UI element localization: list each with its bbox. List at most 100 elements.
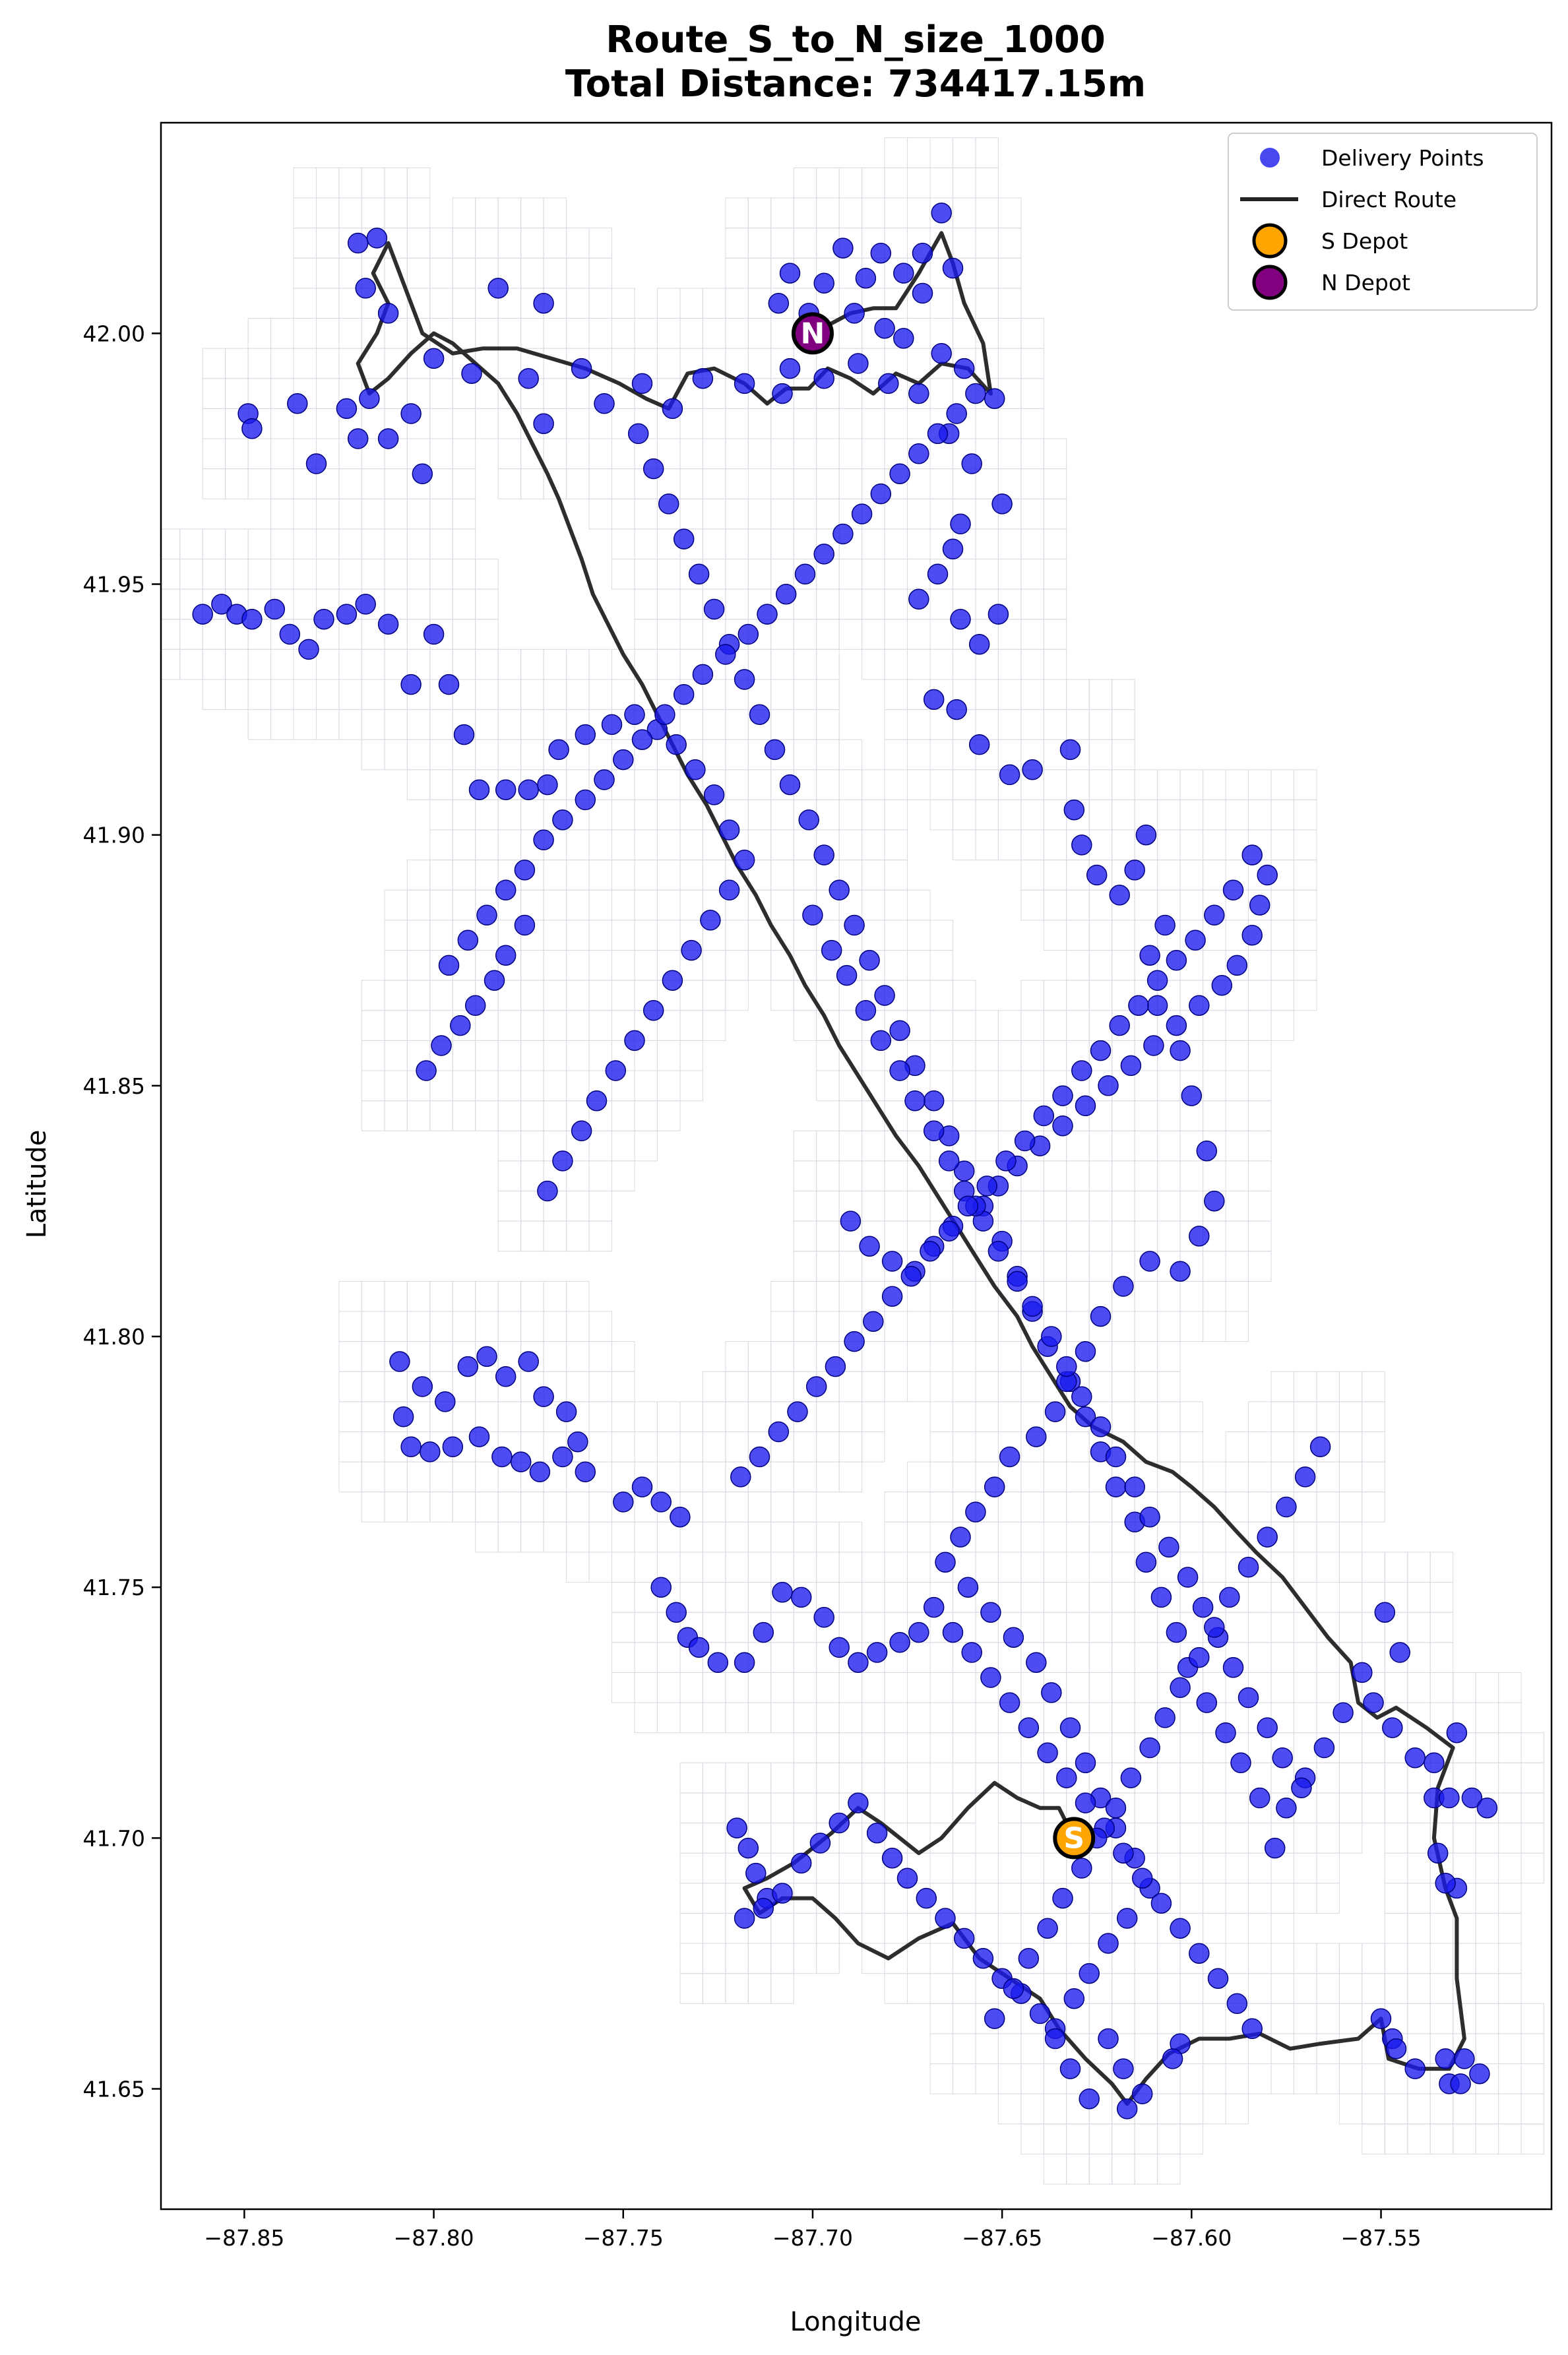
delivery-point bbox=[1170, 1918, 1191, 1939]
delivery-point bbox=[734, 1908, 755, 1929]
delivery-point bbox=[484, 970, 505, 991]
delivery-point bbox=[836, 964, 858, 986]
street-block bbox=[1043, 1552, 1067, 1583]
delivery-point bbox=[734, 669, 755, 690]
delivery-point bbox=[631, 1476, 653, 1497]
street-block bbox=[497, 1521, 522, 1553]
delivery-point bbox=[1170, 1677, 1191, 1699]
delivery-point bbox=[1211, 975, 1233, 996]
street-block bbox=[612, 288, 635, 319]
delivery-point bbox=[1135, 1552, 1157, 1573]
delivery-point bbox=[851, 503, 873, 524]
delivery-point bbox=[916, 1887, 937, 1909]
street-block bbox=[862, 769, 885, 800]
delivery-point bbox=[1222, 879, 1244, 901]
delivery-point bbox=[1166, 1015, 1187, 1036]
delivery-point bbox=[772, 383, 793, 404]
street-block bbox=[612, 1160, 635, 1192]
delivery-point bbox=[643, 458, 664, 480]
s-depot-marker bbox=[1053, 1817, 1096, 1860]
delivery-point bbox=[912, 282, 933, 304]
delivery-point bbox=[1041, 1682, 1062, 1703]
street-block bbox=[1247, 1401, 1272, 1432]
street-block bbox=[588, 1220, 613, 1252]
delivery-point bbox=[533, 829, 554, 851]
delivery-point bbox=[779, 774, 801, 796]
delivery-point bbox=[1086, 864, 1108, 886]
street-block bbox=[338, 1431, 362, 1462]
delivery-point bbox=[685, 759, 706, 780]
delivery-point bbox=[438, 674, 460, 695]
delivery-point bbox=[1257, 1717, 1278, 1738]
delivery-point bbox=[1476, 1797, 1498, 1819]
delivery-point bbox=[1014, 1130, 1036, 1152]
delivery-point bbox=[1276, 1797, 1297, 1819]
delivery-point bbox=[813, 368, 834, 389]
delivery-point bbox=[1124, 1476, 1145, 1497]
street-block bbox=[929, 1341, 953, 1372]
delivery-point bbox=[923, 1120, 945, 1142]
street-block bbox=[929, 2033, 953, 2065]
delivery-point bbox=[829, 1812, 850, 1834]
delivery-point bbox=[450, 1015, 471, 1036]
delivery-point bbox=[715, 644, 736, 665]
y-tick-label: 41.70 bbox=[83, 1825, 145, 1851]
delivery-point bbox=[1139, 1737, 1160, 1759]
delivery-point bbox=[753, 1898, 774, 1919]
street-block bbox=[1247, 1220, 1272, 1252]
y-tick-label: 41.80 bbox=[83, 1324, 145, 1350]
delivery-point bbox=[734, 1652, 755, 1673]
street-block bbox=[475, 1100, 499, 1131]
street-block bbox=[612, 468, 635, 499]
street-block bbox=[793, 1010, 817, 1041]
delivery-point bbox=[787, 1401, 808, 1422]
delivery-point bbox=[1018, 1717, 1040, 1738]
y-tick-label: 41.95 bbox=[83, 572, 145, 598]
delivery-point bbox=[1204, 904, 1225, 926]
delivery-point bbox=[1204, 1190, 1225, 1212]
street-block bbox=[929, 468, 953, 499]
delivery-point bbox=[991, 493, 1013, 515]
delivery-point bbox=[813, 1607, 834, 1628]
delivery-point bbox=[768, 1421, 790, 1443]
delivery-point bbox=[1404, 2058, 1426, 2079]
delivery-point bbox=[464, 995, 486, 1016]
delivery-point bbox=[1007, 1271, 1028, 1292]
delivery-point bbox=[1439, 1787, 1460, 1809]
delivery-point bbox=[972, 1948, 994, 1969]
delivery-point bbox=[1352, 1662, 1373, 1683]
street-block bbox=[497, 1040, 522, 1071]
delivery-point bbox=[518, 1351, 539, 1372]
delivery-point bbox=[1450, 2073, 1471, 2094]
street-block bbox=[338, 528, 362, 559]
legend-box bbox=[1228, 133, 1538, 311]
delivery-point bbox=[423, 623, 445, 645]
delivery-point bbox=[518, 779, 539, 800]
delivery-point bbox=[662, 970, 683, 991]
street-block bbox=[702, 1010, 726, 1041]
delivery-point bbox=[613, 1492, 634, 1513]
delivery-point bbox=[1189, 1226, 1210, 1247]
street-block bbox=[1157, 2153, 1181, 2185]
delivery-point bbox=[805, 1376, 827, 1397]
delivery-point bbox=[931, 343, 952, 364]
delivery-point bbox=[1219, 1586, 1240, 1608]
delivery-point bbox=[1257, 864, 1278, 886]
delivery-point bbox=[1098, 2028, 1119, 2050]
delivery-point bbox=[1135, 824, 1157, 846]
street-block bbox=[520, 1010, 544, 1041]
delivery-point bbox=[366, 228, 388, 249]
street-block bbox=[1338, 1823, 1363, 1854]
delivery-point bbox=[935, 1908, 956, 1929]
delivery-point bbox=[1189, 1943, 1210, 1964]
delivery-point bbox=[412, 1376, 433, 1397]
street-block bbox=[838, 1130, 863, 1162]
delivery-point bbox=[1154, 914, 1176, 936]
delivery-point bbox=[423, 348, 445, 369]
street-block bbox=[679, 1070, 703, 1102]
delivery-point bbox=[889, 1020, 910, 1041]
street-block bbox=[770, 1973, 794, 2004]
delivery-point bbox=[870, 1030, 892, 1052]
delivery-point bbox=[703, 598, 725, 620]
delivery-point bbox=[461, 363, 482, 384]
